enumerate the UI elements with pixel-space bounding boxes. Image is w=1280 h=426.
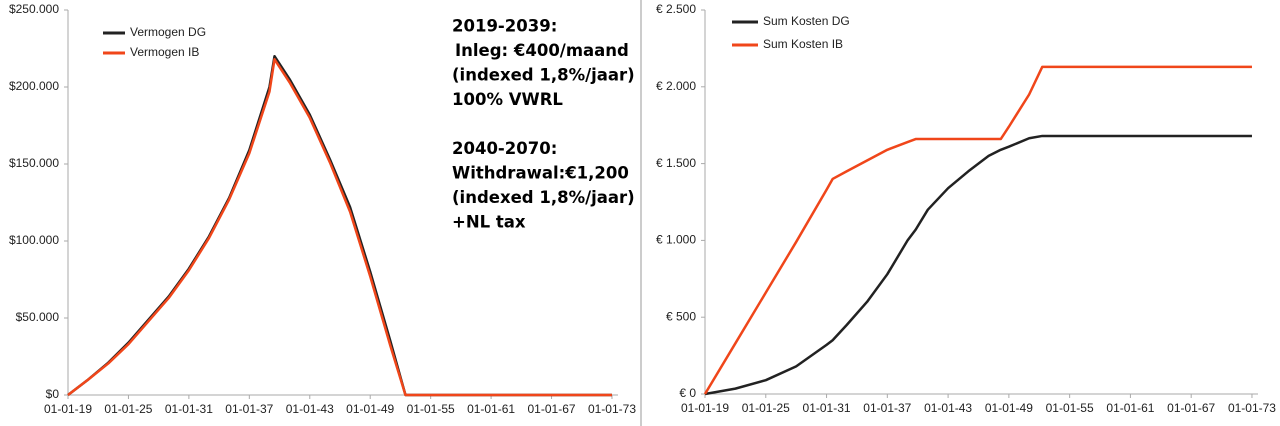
annotation: 2019-2039: <box>452 17 557 36</box>
x-tick-label: 01-01-61 <box>1106 401 1154 415</box>
x-tick-label: 01-01-43 <box>924 401 972 415</box>
x-tick-label: 01-01-49 <box>346 402 394 416</box>
annotation: 2040-2070: <box>452 139 557 158</box>
x-tick-label: 01-01-37 <box>863 401 911 415</box>
y-tick-label: € 500 <box>666 309 696 323</box>
x-tick-label: 01-01-31 <box>165 402 213 416</box>
x-tick-label: 01-01-73 <box>1228 401 1276 415</box>
y-tick-label: $200.000 <box>9 79 59 93</box>
y-tick-label: $50.000 <box>16 310 60 324</box>
x-tick-label: 01-01-61 <box>467 402 515 416</box>
legend-label: Sum Kosten IB <box>763 37 843 51</box>
y-tick-label: € 0 <box>679 386 696 400</box>
annotation: Inleg: €400/maand <box>455 41 629 60</box>
annotation: 100% VWRL <box>452 90 563 109</box>
x-tick-label: 01-01-55 <box>407 402 455 416</box>
y-tick-label: € 2.500 <box>656 2 696 16</box>
annotation: (indexed 1,8%/jaar) <box>452 66 635 85</box>
y-tick-label: $0 <box>46 387 60 401</box>
annotation: +NL tax <box>452 213 526 232</box>
x-tick-label: 01-01-31 <box>803 401 851 415</box>
annotation: Withdrawal:€1,200 <box>452 164 629 183</box>
x-tick-label: 01-01-19 <box>44 402 92 416</box>
x-tick-label: 01-01-67 <box>1167 401 1215 415</box>
x-tick-label: 01-01-49 <box>985 401 1033 415</box>
annotation: (indexed 1,8%/jaar) <box>452 188 635 207</box>
legend-label: Vermogen DG <box>130 25 206 39</box>
x-tick-label: 01-01-73 <box>588 402 636 416</box>
series-line <box>67 58 612 397</box>
x-tick-label: 01-01-19 <box>681 401 729 415</box>
legend-label: Vermogen IB <box>130 45 199 59</box>
y-tick-label: $250.000 <box>9 2 59 16</box>
x-tick-label: 01-01-37 <box>225 402 273 416</box>
y-tick-label: € 2.000 <box>656 79 696 93</box>
series-line <box>703 65 1252 395</box>
y-tick-label: € 1.000 <box>656 233 696 247</box>
x-tick-label: 01-01-67 <box>528 402 576 416</box>
y-tick-label: $150.000 <box>9 156 59 170</box>
x-tick-label: 01-01-43 <box>286 402 334 416</box>
x-tick-label: 01-01-25 <box>104 402 152 416</box>
x-tick-label: 01-01-25 <box>742 401 790 415</box>
x-tick-label: 01-01-55 <box>1046 401 1094 415</box>
y-tick-label: $100.000 <box>9 233 59 247</box>
series-line <box>704 134 1252 396</box>
y-tick-label: € 1.500 <box>656 156 696 170</box>
legend-label: Sum Kosten DG <box>763 14 850 28</box>
